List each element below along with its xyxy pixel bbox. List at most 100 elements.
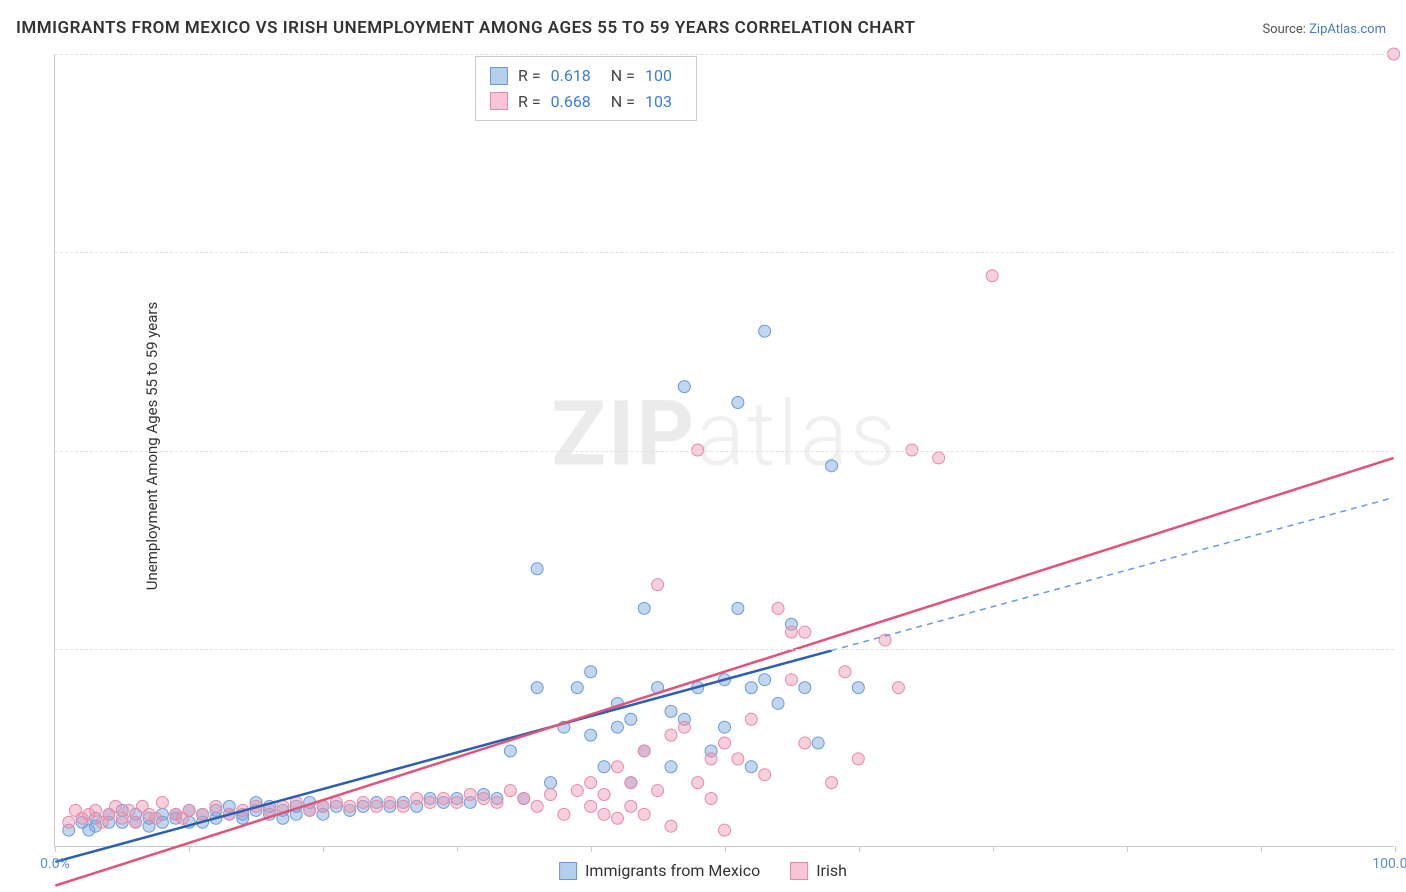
scatter-point	[611, 812, 623, 824]
scatter-point	[759, 769, 771, 781]
scatter-point	[852, 753, 864, 765]
legend-label-0: Immigrants from Mexico	[585, 861, 760, 880]
gridline-horizontal	[55, 252, 1394, 253]
scatter-point	[150, 812, 162, 824]
x-tick-mark	[1127, 846, 1128, 852]
x-tick-mark	[859, 846, 860, 852]
scatter-point	[197, 808, 209, 820]
scatter-point	[545, 789, 557, 801]
gridline-horizontal	[55, 54, 1394, 55]
x-tick-mark	[189, 846, 190, 852]
scatter-point	[344, 800, 356, 812]
scatter-point	[531, 563, 543, 575]
scatter-point	[531, 800, 543, 812]
x-tick-label: 100.0%	[1372, 856, 1406, 872]
x-tick-mark	[1261, 846, 1262, 852]
scatter-point	[90, 804, 102, 816]
scatter-point	[478, 792, 490, 804]
x-tick-mark	[591, 846, 592, 852]
scatter-point	[585, 800, 597, 812]
scatter-point	[625, 800, 637, 812]
scatter-point	[123, 804, 135, 816]
scatter-point	[719, 721, 731, 733]
scatter-point	[464, 789, 476, 801]
scatter-point	[678, 721, 690, 733]
scatter-point	[625, 713, 637, 725]
scatter-point	[545, 777, 557, 789]
gridline-horizontal	[55, 451, 1394, 452]
scatter-point	[638, 745, 650, 757]
scatter-point	[598, 808, 610, 820]
scatter-point	[611, 761, 623, 773]
scatter-point	[826, 460, 838, 472]
bottom-legend: Immigrants from Mexico Irish	[559, 861, 847, 880]
scatter-point	[852, 682, 864, 694]
scatter-point	[705, 792, 717, 804]
scatter-point	[424, 796, 436, 808]
scatter-point	[665, 729, 677, 741]
legend-swatch-1	[790, 862, 808, 880]
scatter-point	[892, 682, 904, 694]
scatter-point	[638, 808, 650, 820]
scatter-point	[183, 804, 195, 816]
source-attribution: Source: ZipAtlas.com	[1262, 22, 1386, 37]
x-tick-mark	[457, 846, 458, 852]
scatter-point	[384, 796, 396, 808]
scatter-point	[130, 816, 142, 828]
scatter-point	[759, 674, 771, 686]
x-tick-mark	[993, 846, 994, 852]
legend-item-1: Irish	[790, 861, 847, 880]
scatter-point	[504, 745, 516, 757]
scatter-point	[156, 796, 168, 808]
x-tick-mark	[1395, 846, 1396, 852]
scatter-point	[585, 729, 597, 741]
scatter-point	[491, 796, 503, 808]
scatter-point	[719, 824, 731, 836]
trend-line	[55, 458, 1393, 886]
scatter-point	[411, 792, 423, 804]
scatter-point	[571, 785, 583, 797]
scatter-point	[705, 753, 717, 765]
scatter-point	[371, 800, 383, 812]
legend-swatch-0	[559, 862, 577, 880]
x-tick-mark	[55, 846, 56, 852]
trend-line-extrapolated	[832, 498, 1394, 651]
scatter-point	[585, 777, 597, 789]
scatter-point	[571, 682, 583, 694]
scatter-point	[759, 325, 771, 337]
scatter-point	[799, 737, 811, 749]
scatter-point	[933, 452, 945, 464]
scatter-point	[785, 626, 797, 638]
scatter-point	[611, 721, 623, 733]
scatter-point	[504, 785, 516, 797]
scatter-point	[826, 777, 838, 789]
scatter-point	[598, 761, 610, 773]
scatter-point	[598, 789, 610, 801]
scatter-point	[745, 682, 757, 694]
scatter-point	[839, 666, 851, 678]
scatter-point	[665, 705, 677, 717]
scatter-point	[732, 396, 744, 408]
scatter-point	[986, 270, 998, 282]
x-tick-mark	[725, 846, 726, 852]
scatter-point	[531, 682, 543, 694]
scatter-point	[785, 674, 797, 686]
scatter-point	[518, 792, 530, 804]
x-tick-label: 0.0%	[40, 856, 70, 872]
scatter-point	[772, 602, 784, 614]
source-label: Source:	[1262, 22, 1305, 37]
scatter-point	[437, 792, 449, 804]
scatter-point	[357, 796, 369, 808]
source-value: ZipAtlas.com	[1309, 22, 1386, 37]
scatter-point	[210, 800, 222, 812]
scatter-point	[397, 800, 409, 812]
scatter-point	[585, 666, 597, 678]
scatter-point	[719, 737, 731, 749]
scatter-point	[63, 816, 75, 828]
scatter-point	[799, 626, 811, 638]
scatter-point	[745, 761, 757, 773]
scatter-point	[451, 796, 463, 808]
scatter-point	[110, 800, 122, 812]
scatter-point	[665, 820, 677, 832]
gridline-horizontal	[55, 649, 1394, 650]
